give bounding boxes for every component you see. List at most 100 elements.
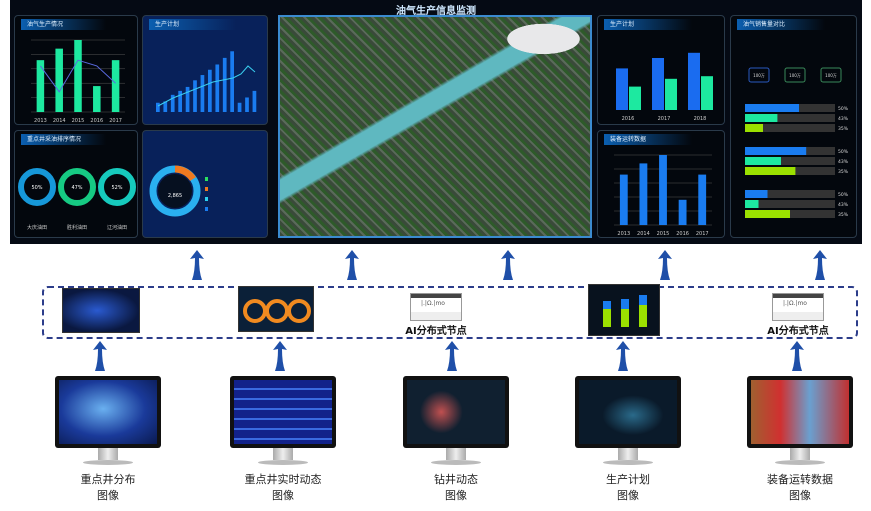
thumbnail-production-plan [588, 284, 660, 336]
up-arrow-icon [813, 250, 827, 280]
monitor-icon [403, 376, 509, 466]
up-arrow-icon [445, 341, 459, 371]
panel-title: 生产计划 [604, 19, 693, 30]
bar-percent: 35% [838, 212, 849, 218]
x-tick-label: 2017 [658, 116, 671, 122]
bar-fill [745, 147, 807, 155]
legend-swatch [205, 187, 208, 191]
donut-value: 50% [31, 185, 42, 191]
monitor-screen-image [59, 380, 157, 444]
bar-fill [745, 200, 759, 208]
donut-label: 辽河油田 [107, 224, 127, 231]
monitor-label-line1: 装备运转数据 [767, 473, 833, 486]
x-tick-label: 2016 [622, 116, 635, 122]
up-arrow-icon [616, 341, 630, 371]
up-arrow-icon [658, 250, 672, 280]
city-3d-map [278, 15, 592, 238]
panel-title: 生产计划 [149, 19, 236, 30]
monitor-label: 钻井动态 图像 [386, 472, 526, 504]
ai-node-label: AI分布式节点 [767, 326, 829, 337]
donut-center-value: 2,865 [168, 193, 182, 199]
panel-equipment: 装备运转数据 2013 2014 2015 2016 2017 [597, 130, 725, 238]
bar [245, 97, 249, 112]
bar [701, 76, 713, 110]
value-box-text: 100万 [753, 73, 765, 78]
production-donut: 2,865 [149, 165, 208, 217]
bar [629, 86, 641, 110]
bar-percent: 35% [838, 169, 849, 175]
thumbnail-well-map [62, 288, 140, 333]
up-arrow-icon [790, 341, 804, 371]
bar-track [745, 200, 835, 208]
bar [93, 86, 101, 112]
bar [639, 163, 648, 225]
x-tick-label: 2015 [657, 231, 670, 237]
bar-fill [745, 124, 763, 132]
bar-percent: 35% [838, 126, 849, 132]
plan-grouped-bar-chart: 2016 2017 2018 [616, 52, 713, 122]
bar-percent: 43% [838, 202, 849, 208]
x-tick-label: 2013 [34, 118, 47, 124]
up-arrow-icon [345, 250, 359, 280]
donut-label: 大庆油田 [27, 224, 47, 231]
bar-percent: 43% [838, 116, 849, 122]
bar [74, 40, 82, 112]
ai-server-icon: |.|Ω.|mo [410, 293, 462, 321]
x-tick-label: 2013 [617, 231, 630, 237]
bar-fill [745, 190, 768, 198]
bar [698, 174, 707, 225]
ai-node-label: AI分布式节点 [405, 326, 467, 337]
monitor-screen-image [234, 380, 332, 444]
panel-title: 油气生产情况 [21, 19, 107, 30]
value-box-text: 100万 [789, 73, 801, 78]
legend-swatch [205, 177, 208, 181]
bar [111, 60, 120, 112]
donut-hole [158, 174, 192, 208]
bar-track [745, 190, 835, 198]
monitor-icon [747, 376, 853, 466]
value-box-text: 100万 [825, 73, 837, 78]
sales-hbar-chart: 100万 100万 100万 50% 43% 35% 50% 43% 35% 50% 43% 35% [745, 67, 849, 218]
donut-label: 胜利油田 [67, 224, 87, 231]
monitor-label-line1: 重点井实时动态 [244, 473, 322, 486]
panel-production-donut: 2,865 [142, 130, 268, 238]
x-tick-label: 2015 [72, 118, 85, 124]
x-tick-label: 2014 [53, 118, 66, 124]
bar-fill [745, 167, 796, 175]
value-box [784, 67, 806, 83]
up-arrow-icon [273, 341, 287, 371]
x-tick-label: 2018 [694, 116, 707, 122]
bar [163, 101, 168, 112]
monitor-label-line1: 钻井动态 [434, 473, 478, 486]
x-tick-label: 2016 [676, 231, 689, 237]
panel-title: 装备运转数据 [604, 134, 693, 145]
bar [665, 78, 677, 110]
legend-swatch [205, 207, 208, 211]
bar-percent: 50% [838, 106, 849, 112]
bar [652, 58, 664, 110]
monitor-label-line2: 图像 [272, 489, 294, 502]
donut-ring [98, 168, 136, 206]
bar [215, 64, 220, 112]
bar-fill [745, 114, 778, 122]
x-tick-label: 2016 [90, 118, 103, 124]
thumbnail-realtime-gauges [238, 286, 314, 332]
monitor-icon [230, 376, 336, 466]
bar [659, 155, 667, 225]
dashboard-screenshot: 油气生产信息监测 油气生产情况 2013 2014 2015 2016 2017 生产计… [10, 0, 862, 244]
x-tick-label: 2017 [696, 231, 709, 237]
x-tick-label: 2014 [637, 231, 650, 237]
bar [619, 174, 628, 225]
up-arrow-icon [190, 250, 204, 280]
bar [688, 52, 700, 110]
bar [185, 86, 190, 112]
production-bar-chart: 2013 2014 2015 2016 2017 [31, 39, 125, 124]
trend-line [157, 65, 256, 107]
monitor-label-line2: 图像 [617, 489, 639, 502]
bar [678, 199, 687, 225]
value-box [820, 67, 842, 83]
bar-track [745, 157, 835, 165]
bar-percent: 50% [838, 192, 849, 198]
donut-ring [18, 168, 56, 206]
bar [200, 75, 205, 112]
